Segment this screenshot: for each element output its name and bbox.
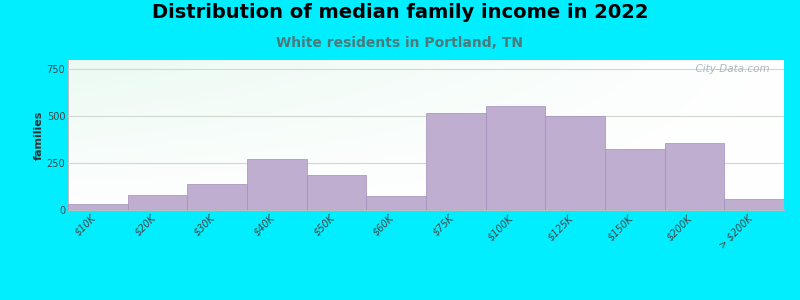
Y-axis label: families: families bbox=[34, 110, 44, 160]
Bar bbox=[546, 116, 605, 210]
Bar bbox=[247, 159, 306, 210]
Bar bbox=[665, 143, 724, 210]
Bar bbox=[486, 106, 546, 210]
Text: White residents in Portland, TN: White residents in Portland, TN bbox=[277, 36, 523, 50]
Bar bbox=[426, 112, 486, 210]
Text: City-Data.com: City-Data.com bbox=[689, 64, 770, 74]
Text: Distribution of median family income in 2022: Distribution of median family income in … bbox=[152, 3, 648, 22]
Bar bbox=[306, 175, 366, 210]
Bar bbox=[605, 149, 665, 210]
Bar bbox=[128, 195, 187, 210]
Bar bbox=[366, 196, 426, 210]
Bar bbox=[187, 184, 247, 210]
Bar bbox=[68, 204, 128, 210]
Bar bbox=[724, 199, 784, 210]
